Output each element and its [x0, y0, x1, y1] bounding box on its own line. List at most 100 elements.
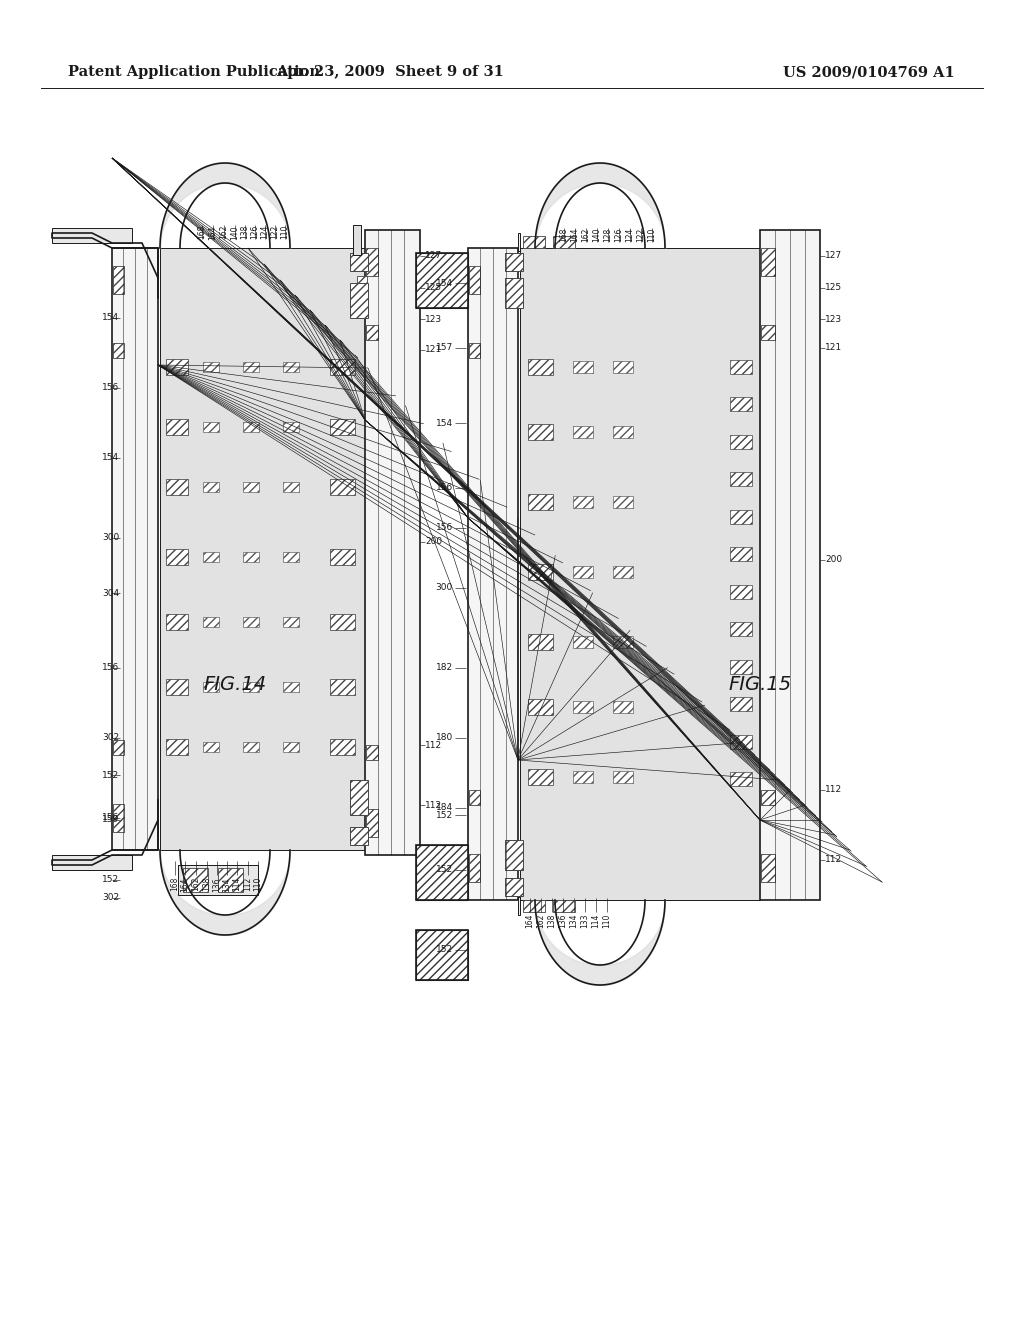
Bar	[203, 422, 219, 432]
Text: 138: 138	[203, 876, 212, 891]
Text: 124: 124	[260, 224, 269, 239]
Text: 125: 125	[425, 284, 442, 293]
Text: 180: 180	[436, 734, 453, 742]
Bar	[350, 780, 368, 814]
Text: 114: 114	[592, 913, 600, 928]
Bar	[283, 742, 299, 752]
Bar	[416, 931, 468, 979]
Bar	[573, 426, 593, 438]
Bar	[243, 742, 259, 752]
Bar	[573, 496, 593, 508]
Text: 112: 112	[244, 876, 253, 891]
Bar	[761, 854, 775, 882]
Bar	[553, 236, 575, 248]
Bar	[416, 931, 468, 979]
Bar	[761, 325, 775, 341]
Text: 121: 121	[425, 346, 442, 355]
Text: 138: 138	[548, 913, 556, 928]
Bar	[330, 359, 355, 375]
Text: 162: 162	[219, 224, 228, 239]
Text: 114: 114	[232, 876, 242, 891]
Text: 134: 134	[222, 876, 231, 891]
Text: 122: 122	[637, 228, 645, 243]
Text: 154: 154	[436, 279, 453, 288]
Bar	[469, 854, 480, 882]
Bar	[366, 248, 378, 276]
Bar	[283, 482, 299, 492]
Text: 140: 140	[230, 224, 240, 239]
Bar	[330, 479, 355, 495]
Text: 156: 156	[436, 524, 453, 532]
Bar	[112, 248, 158, 850]
Bar	[613, 426, 633, 438]
Bar	[528, 564, 553, 579]
Bar	[203, 482, 219, 492]
Bar	[178, 865, 258, 895]
Bar	[366, 809, 378, 837]
Bar	[218, 869, 243, 892]
Bar	[505, 279, 523, 308]
Bar	[730, 585, 752, 599]
Text: FIG.15: FIG.15	[728, 676, 792, 694]
Text: 127: 127	[425, 252, 442, 260]
Text: 200: 200	[825, 556, 842, 565]
Bar	[730, 397, 752, 412]
Text: 123: 123	[425, 314, 442, 323]
Bar	[730, 510, 752, 524]
Bar	[283, 422, 299, 432]
Bar	[469, 267, 480, 294]
Bar	[528, 700, 553, 715]
Bar	[528, 494, 553, 510]
Text: 128: 128	[603, 228, 612, 243]
Text: 152: 152	[102, 771, 119, 780]
Bar	[366, 325, 378, 341]
Bar	[203, 682, 219, 692]
Bar	[166, 678, 188, 696]
Bar	[243, 482, 259, 492]
Bar	[730, 360, 752, 374]
Bar	[203, 552, 219, 562]
Text: 300: 300	[436, 583, 453, 593]
Bar	[573, 701, 593, 713]
Bar	[166, 614, 188, 630]
Text: Patent Application Publication: Patent Application Publication	[68, 65, 319, 79]
Bar	[553, 900, 575, 912]
Bar	[350, 828, 368, 845]
Bar	[613, 566, 633, 578]
Bar	[183, 869, 208, 892]
Bar	[528, 770, 553, 785]
Bar	[573, 636, 593, 648]
Text: 110: 110	[281, 224, 290, 239]
Bar	[366, 744, 378, 760]
Bar	[416, 845, 468, 900]
Bar	[203, 742, 219, 752]
Text: 162: 162	[537, 913, 546, 928]
Bar	[113, 804, 124, 832]
Bar	[330, 418, 355, 436]
Text: 138: 138	[241, 224, 250, 239]
Text: 124: 124	[626, 228, 635, 243]
Bar	[730, 473, 752, 486]
Bar	[243, 362, 259, 372]
Bar	[330, 614, 355, 630]
Bar	[330, 549, 355, 565]
Text: 154: 154	[102, 454, 119, 462]
Text: 302: 302	[102, 734, 119, 742]
Bar	[730, 697, 752, 711]
Text: 168: 168	[559, 228, 568, 243]
Bar	[469, 789, 480, 805]
Bar	[730, 660, 752, 673]
Bar	[523, 236, 545, 248]
Bar	[203, 362, 219, 372]
Bar	[730, 622, 752, 636]
Bar	[520, 248, 760, 900]
Text: 156: 156	[102, 813, 119, 822]
Text: 154: 154	[436, 418, 453, 428]
Bar	[573, 566, 593, 578]
Bar	[113, 343, 124, 358]
Text: 110: 110	[602, 913, 611, 928]
Bar	[468, 248, 518, 900]
Bar	[243, 682, 259, 692]
Text: 112: 112	[825, 855, 842, 865]
Text: 152: 152	[436, 866, 453, 874]
